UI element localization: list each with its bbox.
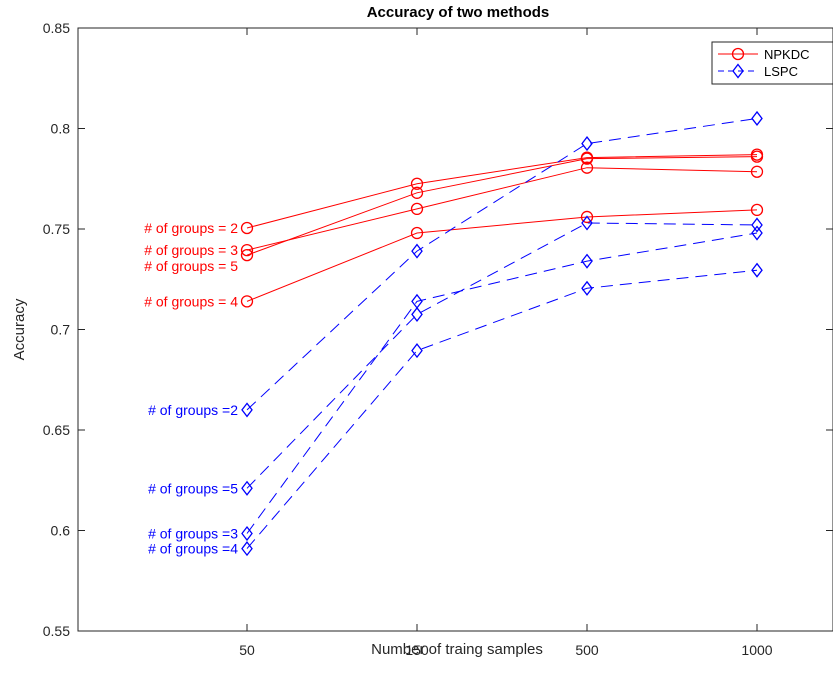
group-annotation: # of groups = 2	[144, 220, 238, 236]
data-point	[581, 280, 593, 296]
data-point	[750, 203, 764, 217]
y-tick-label: 0.55	[43, 623, 70, 639]
data-point	[580, 161, 594, 174]
series-line	[246, 156, 758, 256]
data-point	[410, 226, 424, 240]
series-line	[246, 167, 758, 251]
group-annotation: # of groups = 4	[144, 293, 238, 309]
data-point	[241, 402, 253, 418]
series-npkdc-3	[240, 203, 764, 308]
series-layer	[240, 110, 764, 557]
data-point	[240, 221, 254, 235]
y-tick-label: 0.65	[43, 422, 70, 438]
data-point	[751, 262, 763, 278]
data-point	[410, 186, 424, 199]
group-annotation: # of groups =5	[148, 480, 238, 496]
group-annotation: # of groups =2	[148, 402, 238, 418]
y-axis: 0.55 0.6 0.65 0.7 0.75 0.8 0.85	[43, 20, 833, 639]
data-point	[241, 480, 253, 496]
data-point	[581, 136, 593, 152]
legend-label: NPKDC	[764, 47, 810, 62]
data-point	[580, 210, 594, 224]
y-tick-label: 0.7	[51, 322, 71, 338]
y-tick-label: 0.8	[51, 121, 71, 137]
series-line	[246, 269, 758, 549]
x-tick-label: 1000	[741, 642, 772, 658]
series-lspc-7	[241, 262, 763, 557]
data-point	[241, 525, 253, 542]
series-line	[246, 232, 758, 534]
x-axis-label: Number of traing samples	[371, 641, 543, 658]
data-point	[751, 225, 763, 241]
group-annotation: # of groups =4	[148, 541, 238, 557]
data-point	[411, 306, 423, 322]
x-axis: 50 150 500 1000	[239, 28, 773, 658]
group-annotation: # of groups =3	[148, 526, 238, 542]
series-line	[246, 154, 758, 229]
series-npkdc-1	[240, 161, 764, 257]
plot-area	[77, 27, 833, 632]
series-npkdc-0	[240, 148, 764, 235]
data-point	[750, 150, 764, 163]
x-tick-label: 150	[405, 642, 429, 658]
data-point	[411, 293, 423, 309]
group-annotation: # of groups = 5	[144, 258, 238, 274]
series-lspc-5	[241, 215, 763, 496]
y-tick-label: 0.75	[43, 221, 70, 237]
legend-marker	[731, 47, 745, 61]
annotation-layer: # of groups = 2# of groups = 3# of group…	[144, 220, 238, 557]
x-tick-label: 500	[575, 642, 599, 658]
data-point	[240, 248, 254, 262]
group-annotation: # of groups = 3	[144, 242, 238, 258]
series-lspc-4	[241, 110, 763, 418]
legend-label: LSPC	[764, 64, 798, 79]
data-point	[581, 253, 593, 269]
data-point	[750, 165, 764, 178]
y-axis-label: Accuracy	[11, 298, 28, 360]
data-point	[241, 541, 253, 557]
data-point	[410, 202, 424, 216]
data-point	[410, 177, 424, 190]
legend-marker	[732, 63, 744, 79]
data-point	[411, 243, 423, 259]
series-line	[246, 222, 758, 489]
series-line	[246, 209, 758, 302]
data-point	[580, 152, 594, 165]
series-npkdc-2	[240, 150, 764, 262]
data-point	[581, 215, 593, 231]
legend: NPKDC LSPC	[711, 41, 833, 85]
data-point	[751, 217, 763, 233]
data-point	[751, 110, 763, 127]
series-lspc-6	[241, 225, 763, 542]
series-line	[246, 117, 758, 411]
x-tick-label: 50	[239, 642, 255, 658]
legend-box	[711, 41, 833, 85]
data-point	[240, 243, 254, 257]
y-tick-label: 0.6	[51, 523, 71, 539]
data-point	[240, 295, 254, 308]
y-tick-label: 0.85	[43, 20, 70, 36]
data-point	[411, 343, 423, 359]
chart-title: Accuracy of two methods	[367, 4, 550, 21]
